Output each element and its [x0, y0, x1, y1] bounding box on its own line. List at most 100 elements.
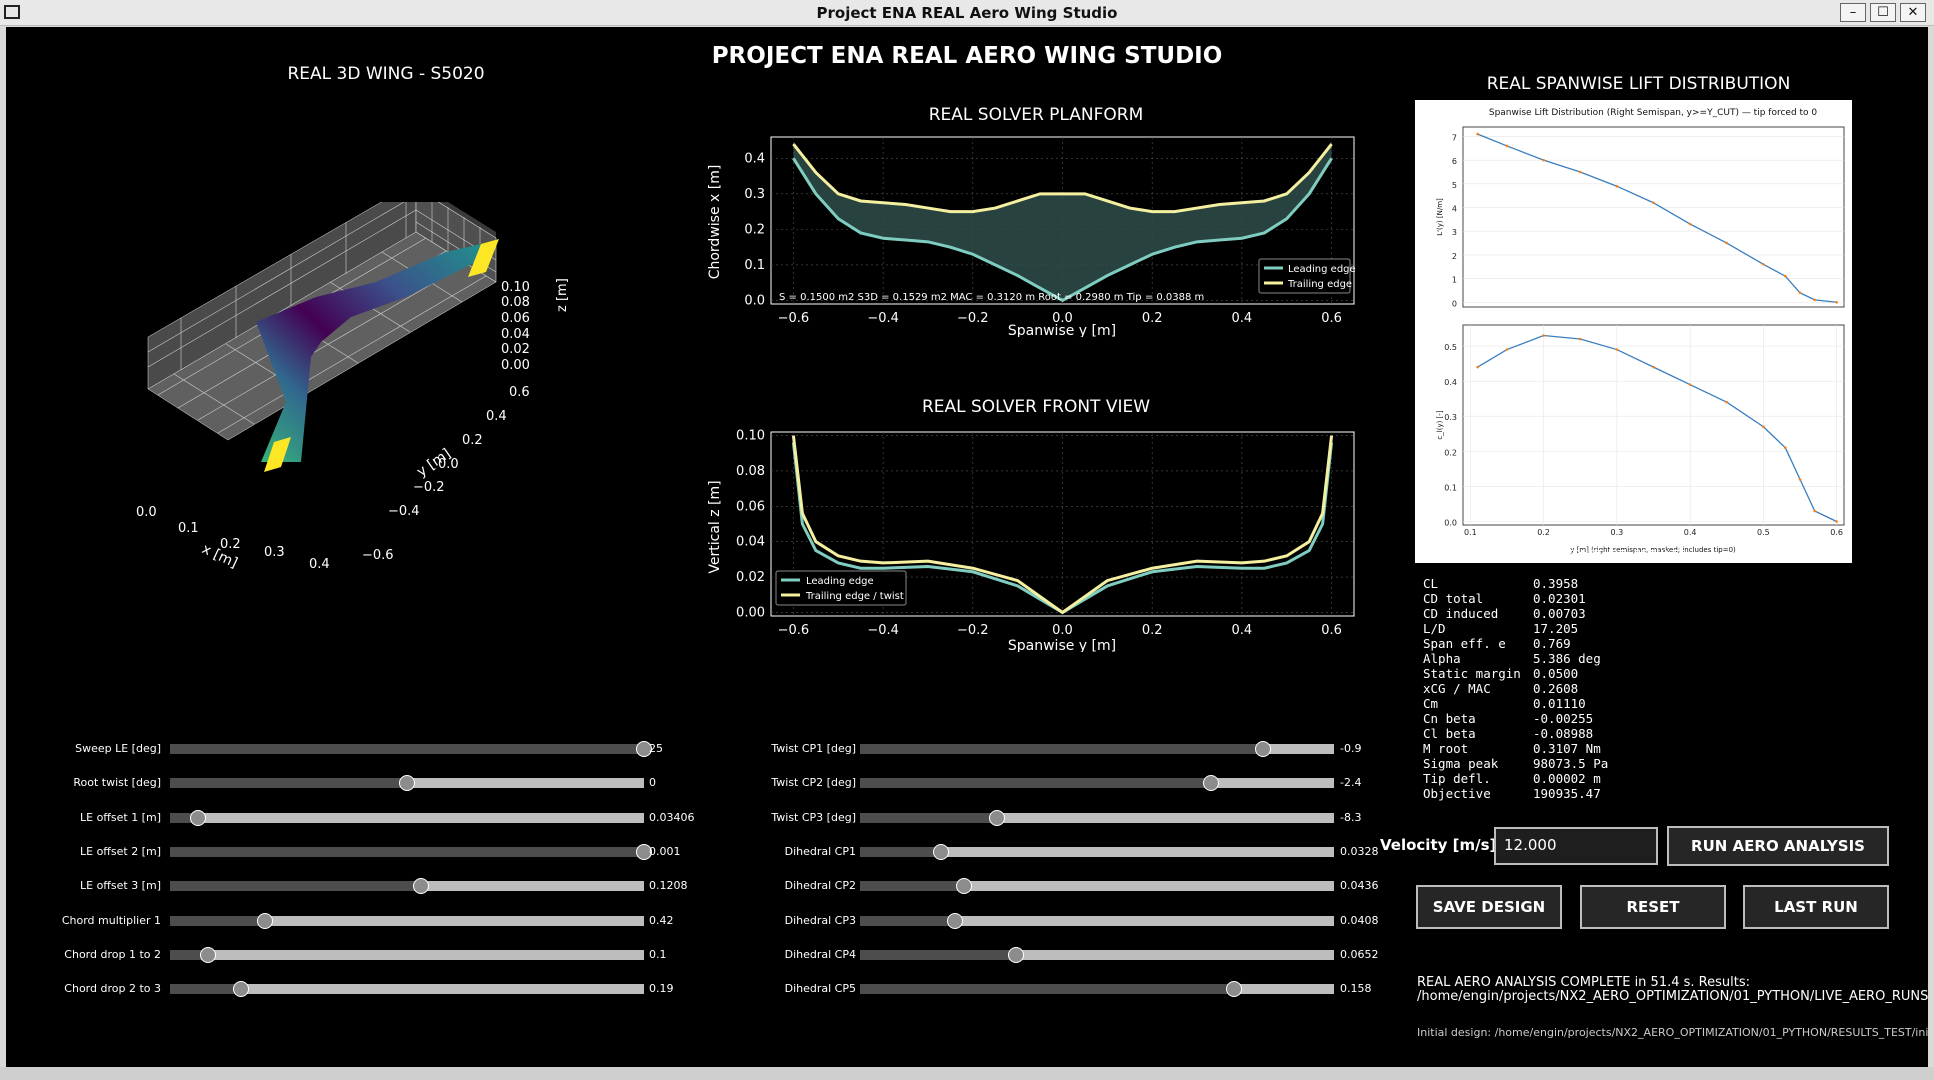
results-row: Alpha 5.386 deg: [1423, 651, 1686, 666]
status-message: REAL AERO ANALYSIS COMPLETE in 51.4 s. R…: [1417, 975, 1750, 990]
slider-handle[interactable]: [256, 912, 273, 929]
data-point: [1725, 400, 1729, 404]
wing3d-z-tick: 0.04: [501, 327, 530, 342]
plot-area: [1462, 126, 1845, 308]
slider-handle[interactable]: [190, 809, 207, 826]
lift-chart[interactable]: 0 1 2 3 4 5 6 7 0.1 0.2 0.3 0.4 0.5 0.6 0.0 0.1 0.2 0.3 0.…: [1415, 100, 1852, 563]
slider-value: -0.9: [1340, 742, 1362, 755]
slider-handle[interactable]: [1226, 981, 1243, 998]
slider-track[interactable]: [170, 843, 652, 860]
slider-handle[interactable]: [946, 912, 963, 929]
slider-label: Twist CP1 [deg]: [771, 742, 856, 755]
slider-track[interactable]: [860, 946, 1334, 963]
front-chart[interactable]: −0.6 −0.4 −0.2 0.0 0.2 0.4 0.6 0.00 0.02 0.04 0.06…: [701, 417, 1371, 652]
y-tick-label: 0.2: [1444, 448, 1457, 457]
taskbar: [0, 1067, 1934, 1080]
x-tick-label: 0.2: [1142, 623, 1163, 638]
slider-track[interactable]: [860, 843, 1334, 860]
results-panel: REAL VLM / TRIM / STRUCTURE RESULTS CL 0.…: [1423, 547, 1686, 801]
slider-track[interactable]: [860, 809, 1334, 826]
y-tick-label: 0.5: [1444, 343, 1457, 352]
close-icon[interactable]: ✕: [1900, 3, 1926, 22]
slider-value: 0.03406: [649, 810, 695, 824]
slider-value: 0.001: [649, 844, 681, 858]
slider-handle[interactable]: [956, 878, 973, 895]
results-key: L/D: [1423, 621, 1446, 636]
slider-track[interactable]: [860, 981, 1334, 998]
results-value: 5.386 deg: [1533, 651, 1601, 666]
results-value: 0.01110: [1533, 696, 1586, 711]
slider-handle[interactable]: [233, 981, 250, 998]
series-line-trailing-edge-twist: [791, 435, 1334, 615]
slider-track[interactable]: [170, 775, 644, 792]
y-tick-label: 5: [1452, 181, 1457, 190]
save-design-button[interactable]: SAVE DESIGN: [1416, 885, 1562, 929]
maximize-icon[interactable]: ☐: [1870, 3, 1896, 22]
x-tick-label: −0.4: [867, 623, 899, 638]
x-tick-label: 0.4: [1684, 528, 1697, 537]
reset-button[interactable]: RESET: [1580, 885, 1726, 929]
velocity-input[interactable]: 12.000: [1494, 827, 1658, 865]
slider-fill: [170, 812, 199, 823]
slider-track[interactable]: [860, 878, 1334, 895]
slider-handle[interactable]: [1254, 741, 1271, 757]
slider-track[interactable]: [860, 741, 1334, 757]
slider-handle[interactable]: [1008, 946, 1025, 963]
run-aero-analysis-button[interactable]: RUN AERO ANALYSIS: [1667, 826, 1889, 866]
results-row: Cm 0.01110: [1423, 696, 1686, 711]
legend-entry: Trailing edge / twist: [805, 591, 904, 602]
series-line-leading-edge: [792, 157, 1333, 303]
last-run-button[interactable]: LAST RUN: [1743, 885, 1889, 929]
data-point: [1762, 263, 1765, 266]
slider-fill: [170, 949, 208, 960]
slider-handle[interactable]: [399, 775, 415, 792]
slider-handle[interactable]: [1202, 775, 1219, 792]
wing3d-x-ticks: 0.0 0.1 0.2 0.3 0.4: [136, 505, 330, 572]
minimize-icon[interactable]: –: [1840, 3, 1866, 22]
slider-handle[interactable]: [636, 741, 652, 757]
slider-track[interactable]: [170, 912, 644, 929]
slider-track[interactable]: [170, 946, 644, 963]
slider-handle[interactable]: [636, 843, 652, 860]
wing3d-y-tick: −0.4: [388, 504, 420, 519]
slider-track[interactable]: [860, 912, 1334, 929]
slider-track[interactable]: [170, 878, 644, 895]
results-key: Alpha: [1423, 651, 1461, 666]
slider-fill: [170, 778, 407, 789]
slider-label: Dihedral CP5: [784, 982, 856, 996]
wing3d-x-tick: 0.4: [309, 557, 330, 572]
planform-chart[interactable]: −0.6 −0.4 −0.2 0.0 0.2 0.4 0.6 0.0 0.1 0.2 0.3 0.4 S…: [701, 122, 1371, 337]
wing3d-x-tick: 0.1: [178, 521, 199, 536]
slider-handle[interactable]: [199, 946, 216, 963]
slider-value: 0.1208: [649, 879, 688, 893]
wing-tip-right: [468, 239, 499, 277]
wing3d-plot[interactable]: 0.10 0.08 0.06 0.04 0.02 0.00 z [m] 0.6 …: [106, 202, 666, 582]
slider-track[interactable]: [860, 775, 1334, 792]
results-key: Static margin: [1423, 666, 1521, 681]
lift-top-y-label: L'(y) [N/m]: [1436, 198, 1444, 236]
results-title: REAL VLM / TRIM / STRUCTURE RESULTS: [1423, 547, 1687, 562]
results-key: Sigma peak: [1423, 756, 1499, 771]
data-point: [1542, 158, 1545, 162]
slider-fill: [860, 778, 1211, 789]
slider-track[interactable]: [170, 981, 644, 998]
window-titlebar: Project ENA REAL Aero Wing Studio – ☐ ✕: [0, 0, 1934, 26]
slider-value: 0.0328: [1340, 844, 1379, 858]
slider-track[interactable]: [170, 741, 652, 757]
slider-track[interactable]: [170, 809, 644, 826]
plot-area: [1462, 324, 1845, 526]
x-tick-label: 0.5: [1757, 528, 1770, 537]
slider-handle[interactable]: [989, 809, 1006, 826]
y-tick-label: 0.0: [1444, 518, 1457, 527]
x-tick-label: −0.4: [867, 311, 899, 326]
wing3d-x-tick: 0.3: [264, 545, 285, 560]
wing-surface: [256, 244, 486, 462]
data-point: [1835, 520, 1838, 523]
results-row: Tip defl. 0.00002 m: [1423, 771, 1686, 786]
wing3d-z-tick: 0.06: [501, 311, 530, 326]
slider-handle[interactable]: [413, 878, 430, 895]
results-value: -0.00255: [1533, 711, 1594, 726]
wing3d-z-tick: 0.08: [501, 295, 530, 310]
slider-label: Dihedral CP4: [784, 947, 856, 961]
slider-handle[interactable]: [932, 843, 949, 860]
